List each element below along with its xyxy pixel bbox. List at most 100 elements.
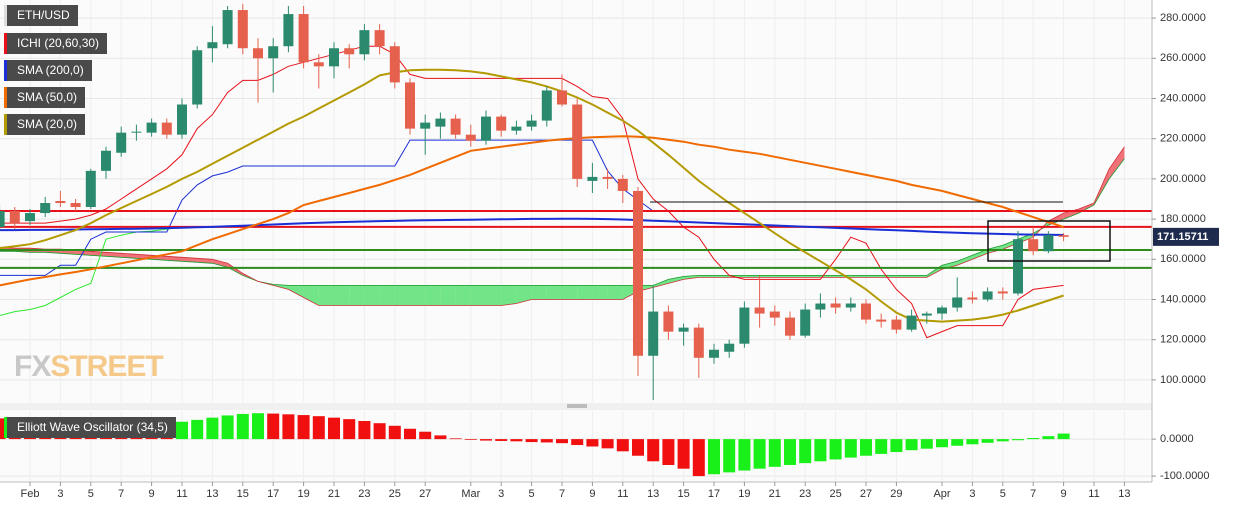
candle-body [906,315,917,330]
candle-body [268,46,279,59]
cloud-segment [592,285,608,300]
oscillator-title[interactable]: Elliott Wave Oscillator (34,5) [4,417,176,438]
x-tick-label: Apr [933,488,950,500]
oscillator-bar [480,439,492,441]
candle-body [663,311,674,332]
x-tick-label: 19 [297,488,309,500]
candle-body [845,303,856,308]
oscillator-bar [936,439,948,448]
oscillator-bar [206,417,219,440]
candle-body [921,313,932,316]
oscillator-bar [860,439,872,456]
candle-body [800,309,811,336]
legend-entry[interactable]: SMA (200,0) [4,60,92,81]
oscillator-bar [510,439,523,442]
candle-body [374,30,385,47]
oscillator-bar [586,439,599,447]
cloud-segment [1048,213,1064,226]
cloud-segment [546,285,562,300]
oscillator-bar [677,439,690,469]
candle-body [1013,239,1023,294]
candle-body [344,48,355,55]
oscillator-bar [343,419,356,440]
cloud-segment [440,285,456,306]
candle-body [222,10,233,45]
candle-body [85,170,96,208]
watermark: FXSTREET [14,350,164,384]
oscillator-bar [1012,439,1024,441]
candle-body [724,343,735,352]
x-tick-label: 5 [1000,488,1006,500]
oscillator-bar [708,439,720,475]
legend-entry[interactable]: ICHI (20,60,30) [4,33,108,54]
cloud-segment [197,258,213,264]
candle-body [101,150,111,171]
legend-entry[interactable]: SMA (20,0) [4,114,86,135]
cloud-segment [744,275,760,278]
candle-body [572,104,583,179]
oscillator-bar [601,439,614,449]
x-tick-label: 3 [969,488,975,500]
last-price-box [1153,227,1219,246]
candle-body [70,203,81,208]
cloud-segment [1109,146,1125,179]
cloud-segment [425,285,441,306]
oscillator-bar [844,439,857,458]
candle-body [526,120,537,127]
candle-body [313,62,324,67]
cloud-segment [516,285,532,304]
cloud-segment [410,285,426,306]
oscillator-bar [252,413,264,440]
oscillator-bar [920,439,933,449]
x-tick-label: 25 [389,488,401,500]
cloud-segment [486,285,502,306]
cloud-segment [121,253,137,259]
oscillator-bar [267,413,280,440]
lagging-line [0,226,183,317]
oscillator-bar [905,439,918,451]
oscillator-bar [1057,433,1070,440]
candle-body [465,134,476,141]
candle-body [739,307,750,344]
x-tick-label: 23 [358,488,370,500]
x-tick-label: 13 [647,488,659,500]
separator-grip[interactable] [567,404,587,408]
candle-body [982,291,993,300]
candle-body [709,349,719,358]
oscillator-bar [434,435,447,440]
x-tick-label: 3 [498,488,504,500]
oscillator-bar [282,414,295,440]
cloud-segment [182,257,198,263]
x-tick-label: 21 [328,488,340,500]
candle-body [359,30,370,55]
watermark-fx: FX [14,350,51,383]
oscillator-bar [373,423,386,440]
oscillator-bar [236,413,249,440]
cloud-segment [470,285,486,306]
oscillator-bar [176,421,188,440]
candle-body [40,203,51,214]
legend-entry[interactable]: SMA (50,0) [4,87,86,108]
cloud-segment [881,275,897,278]
x-tick-label: 13 [206,488,218,500]
cloud-segment [318,285,334,306]
candle-body [1058,235,1069,237]
x-tick-label: 11 [176,488,187,500]
cloud-segment [759,275,775,278]
y-tick-label: 100.0000 [1160,374,1206,386]
legend-entry[interactable]: ETH/USD [4,5,78,26]
plot-background [0,0,1152,482]
oscillator-bar [662,439,675,465]
candle-body [207,42,218,49]
cloud-segment [607,285,623,300]
oscillator-bar [540,439,553,443]
candle-body [0,211,5,228]
x-tick-label: 15 [237,488,249,500]
oscillator-bar [632,439,644,456]
cloud-segment [790,275,806,278]
oscillator-bar [221,415,234,440]
candle-body [633,190,643,356]
candle-body [253,48,263,59]
cloud-segment [501,285,517,306]
